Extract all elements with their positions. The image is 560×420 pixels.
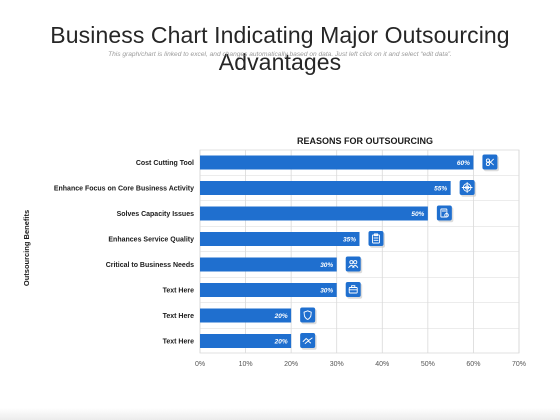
bar[interactable] <box>200 308 292 323</box>
briefcase-icon <box>345 282 363 299</box>
chart-title: REASONS FOR OUTSOURCING <box>297 136 433 146</box>
category-label: Text Here <box>163 339 194 346</box>
bar-value-label: 55% <box>434 186 447 193</box>
handshake-icon <box>300 333 317 350</box>
bar[interactable] <box>200 257 337 272</box>
bar-value-label: 50% <box>411 211 424 218</box>
category-label: Cost Cutting Tool <box>136 160 194 167</box>
x-axis-ticks: 0% 10% 20% 30% 40% 50% 60% 70% <box>195 361 526 368</box>
x-tick-label: 10% <box>239 361 253 368</box>
dollar-scissors-icon <box>482 154 499 172</box>
document-gear-icon <box>436 205 454 223</box>
x-tick-label: 0% <box>195 361 205 368</box>
bar-value-label: 60% <box>457 160 470 167</box>
bar-value-label: 30% <box>320 262 333 269</box>
slide-bottom-shade <box>0 408 560 420</box>
x-tick-label: 30% <box>330 361 344 368</box>
y-axis-title: Outsourcing Benefits <box>22 210 31 286</box>
bar-value-label: 20% <box>274 339 288 346</box>
bar-value-label: 20% <box>274 313 288 320</box>
x-tick-label: 70% <box>512 361 526 368</box>
bar-value-label: 35% <box>343 237 356 244</box>
category-label: Enhance Focus on Core Business Activity <box>54 186 194 193</box>
category-label: Enhances Service Quality <box>108 237 194 244</box>
bar[interactable] <box>200 334 292 348</box>
clipboard-icon <box>368 231 385 248</box>
bar-value-label: 30% <box>320 288 333 295</box>
x-tick-label: 40% <box>375 361 389 368</box>
category-label: Critical to Business Needs <box>106 262 194 269</box>
x-tick-label: 60% <box>466 361 480 368</box>
slide-title: Business Chart Indicating Major Outsourc… <box>50 22 510 75</box>
bar[interactable] <box>200 181 451 195</box>
slide-subtitle: This graph/chart is linked to excel, and… <box>108 51 452 58</box>
bar[interactable] <box>200 232 360 246</box>
bar[interactable] <box>200 206 428 221</box>
shield-icon <box>300 307 317 325</box>
bar[interactable] <box>200 283 337 297</box>
bar[interactable] <box>200 155 474 170</box>
target-icon <box>459 180 477 197</box>
category-label: Text Here <box>163 288 194 295</box>
x-tick-label: 20% <box>284 361 298 368</box>
category-label: Solves Capacity Issues <box>117 211 195 218</box>
category-label: Text Here <box>163 313 194 320</box>
x-tick-label: 50% <box>421 361 435 368</box>
bars-layer: Cost Cutting Tool 60% Enhance Focus on Cor… <box>54 154 499 350</box>
people-icon <box>345 256 363 274</box>
